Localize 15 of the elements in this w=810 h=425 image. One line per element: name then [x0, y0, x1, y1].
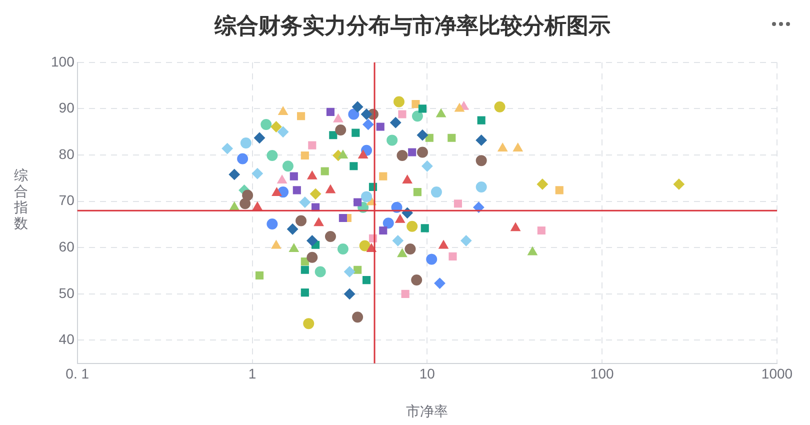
- x-tick-label: 0. 1: [66, 366, 90, 382]
- x-tick-label: 1000: [761, 366, 793, 382]
- y-tick-label: 60: [58, 238, 75, 254]
- x-tick-label: 1: [248, 366, 256, 382]
- y-tick-label: 70: [58, 192, 75, 208]
- y-tick-label: 100: [51, 53, 75, 70]
- y-tick-label: 90: [58, 100, 75, 116]
- y-tick-label: 40: [58, 331, 75, 348]
- chart-title: 综合财务实力分布与市净率比较分析图示: [214, 12, 610, 39]
- y-axis-title: 综合指数: [14, 168, 29, 232]
- x-tick-label: 100: [590, 366, 614, 382]
- x-axis-title: 市净率: [406, 404, 448, 420]
- y-tick-label: 80: [58, 146, 75, 162]
- y-tick-label: 50: [58, 284, 75, 301]
- x-tick-label: 10: [419, 366, 436, 382]
